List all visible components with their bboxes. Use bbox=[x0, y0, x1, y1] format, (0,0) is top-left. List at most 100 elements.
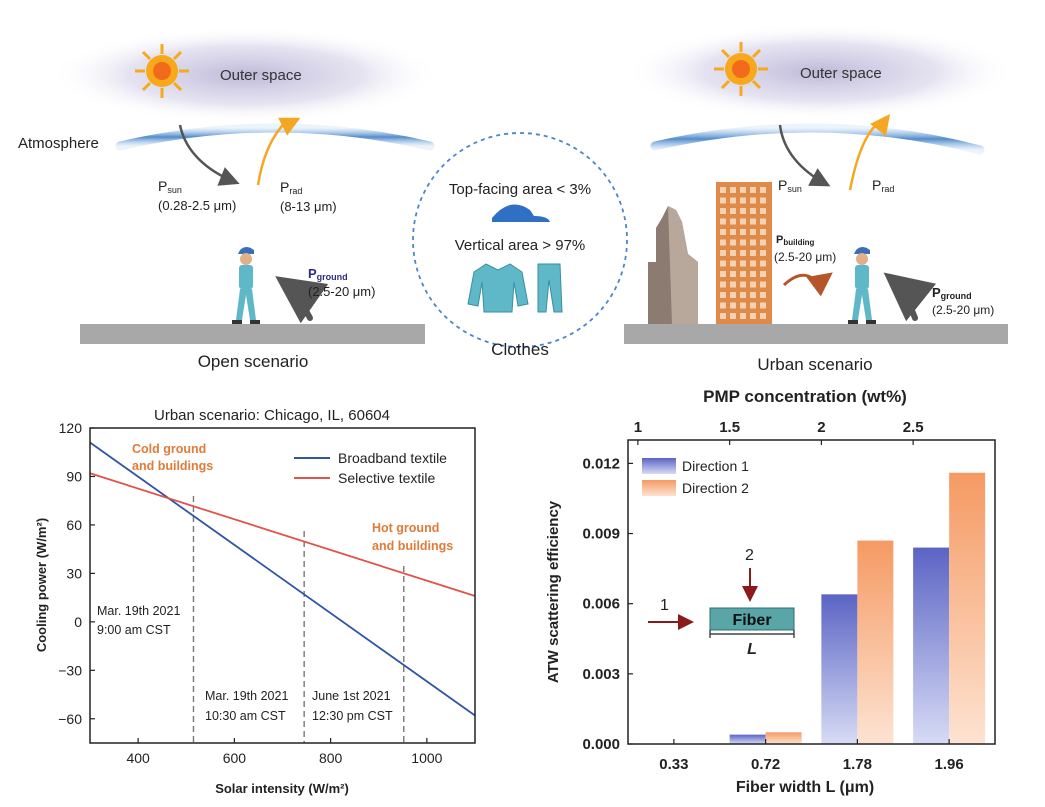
p-rad-label-right: Prad bbox=[872, 177, 894, 194]
y-tick-label: −30 bbox=[58, 662, 82, 678]
x-tick-label: 600 bbox=[223, 750, 247, 766]
plot-frame bbox=[627, 439, 996, 745]
cooling-power-chart: Urban scenario: Chicago, IL, 60604 400 60… bbox=[34, 407, 476, 796]
bar bbox=[949, 472, 986, 744]
clothes-caption: Clothes bbox=[491, 340, 549, 359]
legend-label: Selective textile bbox=[338, 470, 435, 486]
cold-annotation: Cold ground bbox=[132, 442, 206, 456]
atmosphere-label: Atmosphere bbox=[18, 135, 99, 152]
time-annotation: Mar. 19th 2021 bbox=[97, 604, 180, 618]
y-tick-label: 120 bbox=[59, 420, 83, 436]
y-tick-label: 30 bbox=[66, 565, 82, 581]
p-ground-range-right: (2.5-20 μm) bbox=[932, 303, 994, 317]
direction-1-label: 1 bbox=[660, 597, 669, 614]
x-tick-label: 1.78 bbox=[843, 756, 872, 773]
building-icon bbox=[716, 182, 772, 324]
ground-strip bbox=[80, 324, 425, 344]
open-scenario-caption: Open scenario bbox=[198, 352, 309, 371]
hot-annotation: Hot ground bbox=[372, 521, 439, 535]
outer-space-haze bbox=[50, 27, 440, 123]
time-annotation: Mar. 19th 2021 bbox=[205, 689, 288, 703]
sun-arrow-right bbox=[778, 124, 831, 187]
sun-icon bbox=[135, 44, 189, 98]
time-annotation: 9:00 am CST bbox=[97, 623, 171, 637]
y-tick-label: 0.009 bbox=[582, 526, 620, 543]
x-tick-label: 400 bbox=[126, 750, 150, 766]
plot-frame bbox=[89, 427, 476, 744]
bar bbox=[821, 594, 858, 744]
y-tick-label: −60 bbox=[58, 711, 82, 727]
y-tick-label: 0.012 bbox=[582, 455, 620, 472]
p-ground-label: Pground bbox=[308, 266, 348, 282]
radiation-arrow bbox=[256, 117, 301, 186]
legend-label: Direction 2 bbox=[682, 480, 749, 496]
x-tick-label: 1000 bbox=[411, 750, 442, 766]
p-rad-range: (8-13 μm) bbox=[280, 199, 337, 214]
y-tick-label: 0 bbox=[74, 614, 82, 630]
p-building-range: (2.5-20 μm) bbox=[774, 250, 836, 264]
y-tick-label: 90 bbox=[66, 468, 82, 484]
sun-icon bbox=[714, 42, 768, 96]
time-annotation: 12:30 pm CST bbox=[312, 709, 393, 723]
x-tick-label: 800 bbox=[319, 750, 343, 766]
p-sun-label: Psun bbox=[158, 178, 182, 195]
shirt-icon bbox=[467, 263, 529, 313]
outer-space-label: Outer space bbox=[220, 67, 302, 84]
clothes-panel: Top-facing area < 3% Vertical area > 97%… bbox=[412, 132, 628, 359]
chart-title: Urban scenario: Chicago, IL, 60604 bbox=[154, 407, 390, 424]
time-annotation: 10:30 am CST bbox=[205, 709, 286, 723]
x-tick-label: 0.72 bbox=[751, 756, 780, 773]
length-label: L bbox=[747, 641, 757, 658]
time-annotation: June 1st 2021 bbox=[312, 689, 391, 703]
direction-2-label: 2 bbox=[745, 547, 754, 564]
fiber-inset: 1 2 Fiber L bbox=[648, 547, 795, 658]
urban-scenario-panel: Outer space Psun Prad Pbuilding (2.5-20 … bbox=[624, 24, 1015, 374]
ground-heat-arrow-right bbox=[883, 272, 937, 322]
legend-label: Broadband textile bbox=[338, 450, 447, 466]
x-axis-label: Fiber width L (μm) bbox=[736, 779, 874, 796]
y-axis-label: Cooling power (W/m²) bbox=[34, 518, 49, 652]
p-ground-range: (2.5-20 μm) bbox=[308, 284, 375, 299]
legend-label: Direction 1 bbox=[682, 458, 749, 474]
y-tick-label: 0.003 bbox=[582, 666, 620, 683]
p-rad-label: Prad bbox=[280, 179, 302, 196]
p-ground-label-right: Pground bbox=[932, 285, 972, 301]
atmosphere-band bbox=[115, 123, 435, 151]
radiation-arrow-right bbox=[848, 114, 891, 191]
top-tick-label: 1.5 bbox=[719, 419, 740, 436]
building-heat-arrow bbox=[782, 272, 833, 297]
x-axis-label: Solar intensity (W/m²) bbox=[215, 781, 349, 796]
skyscraper-icon bbox=[648, 206, 698, 324]
x-tick-label: 1.96 bbox=[935, 756, 964, 773]
pants-icon bbox=[537, 263, 563, 313]
y-tick-label: 0.000 bbox=[582, 736, 620, 753]
x-tick-label: 0.33 bbox=[659, 756, 688, 773]
vertical-area-text: Vertical area > 97% bbox=[455, 237, 586, 254]
urban-scenario-caption: Urban scenario bbox=[757, 355, 872, 374]
series-line bbox=[89, 472, 476, 597]
person-icon bbox=[848, 247, 876, 324]
y-axis-label: ATW scattering efficiency bbox=[545, 500, 562, 683]
ground-strip-right bbox=[624, 324, 1008, 344]
top-tick-label: 1 bbox=[634, 419, 642, 436]
series-line bbox=[89, 441, 476, 717]
legend-swatch bbox=[642, 458, 676, 474]
clothes-circle bbox=[412, 132, 628, 348]
ground-heat-arrow bbox=[275, 276, 329, 324]
bar bbox=[729, 734, 766, 744]
sun-arrow bbox=[178, 124, 240, 186]
atmosphere-band-right bbox=[650, 123, 985, 155]
top-area-text: Top-facing area < 3% bbox=[449, 181, 591, 198]
cold-annotation: and buildings bbox=[132, 459, 213, 473]
bar bbox=[913, 547, 950, 744]
person-icon bbox=[232, 247, 260, 324]
open-scenario-panel: Outer space Atmosphere Psun (0.28-2.5 μm… bbox=[18, 27, 440, 371]
y-tick-label: 60 bbox=[66, 517, 82, 533]
y-tick-label: 0.006 bbox=[582, 596, 620, 613]
outer-space-label-right: Outer space bbox=[800, 65, 882, 82]
top-tick-label: 2 bbox=[817, 419, 825, 436]
p-building-label: Pbuilding bbox=[776, 234, 815, 247]
hot-annotation: and buildings bbox=[372, 539, 453, 553]
bar bbox=[857, 540, 894, 744]
